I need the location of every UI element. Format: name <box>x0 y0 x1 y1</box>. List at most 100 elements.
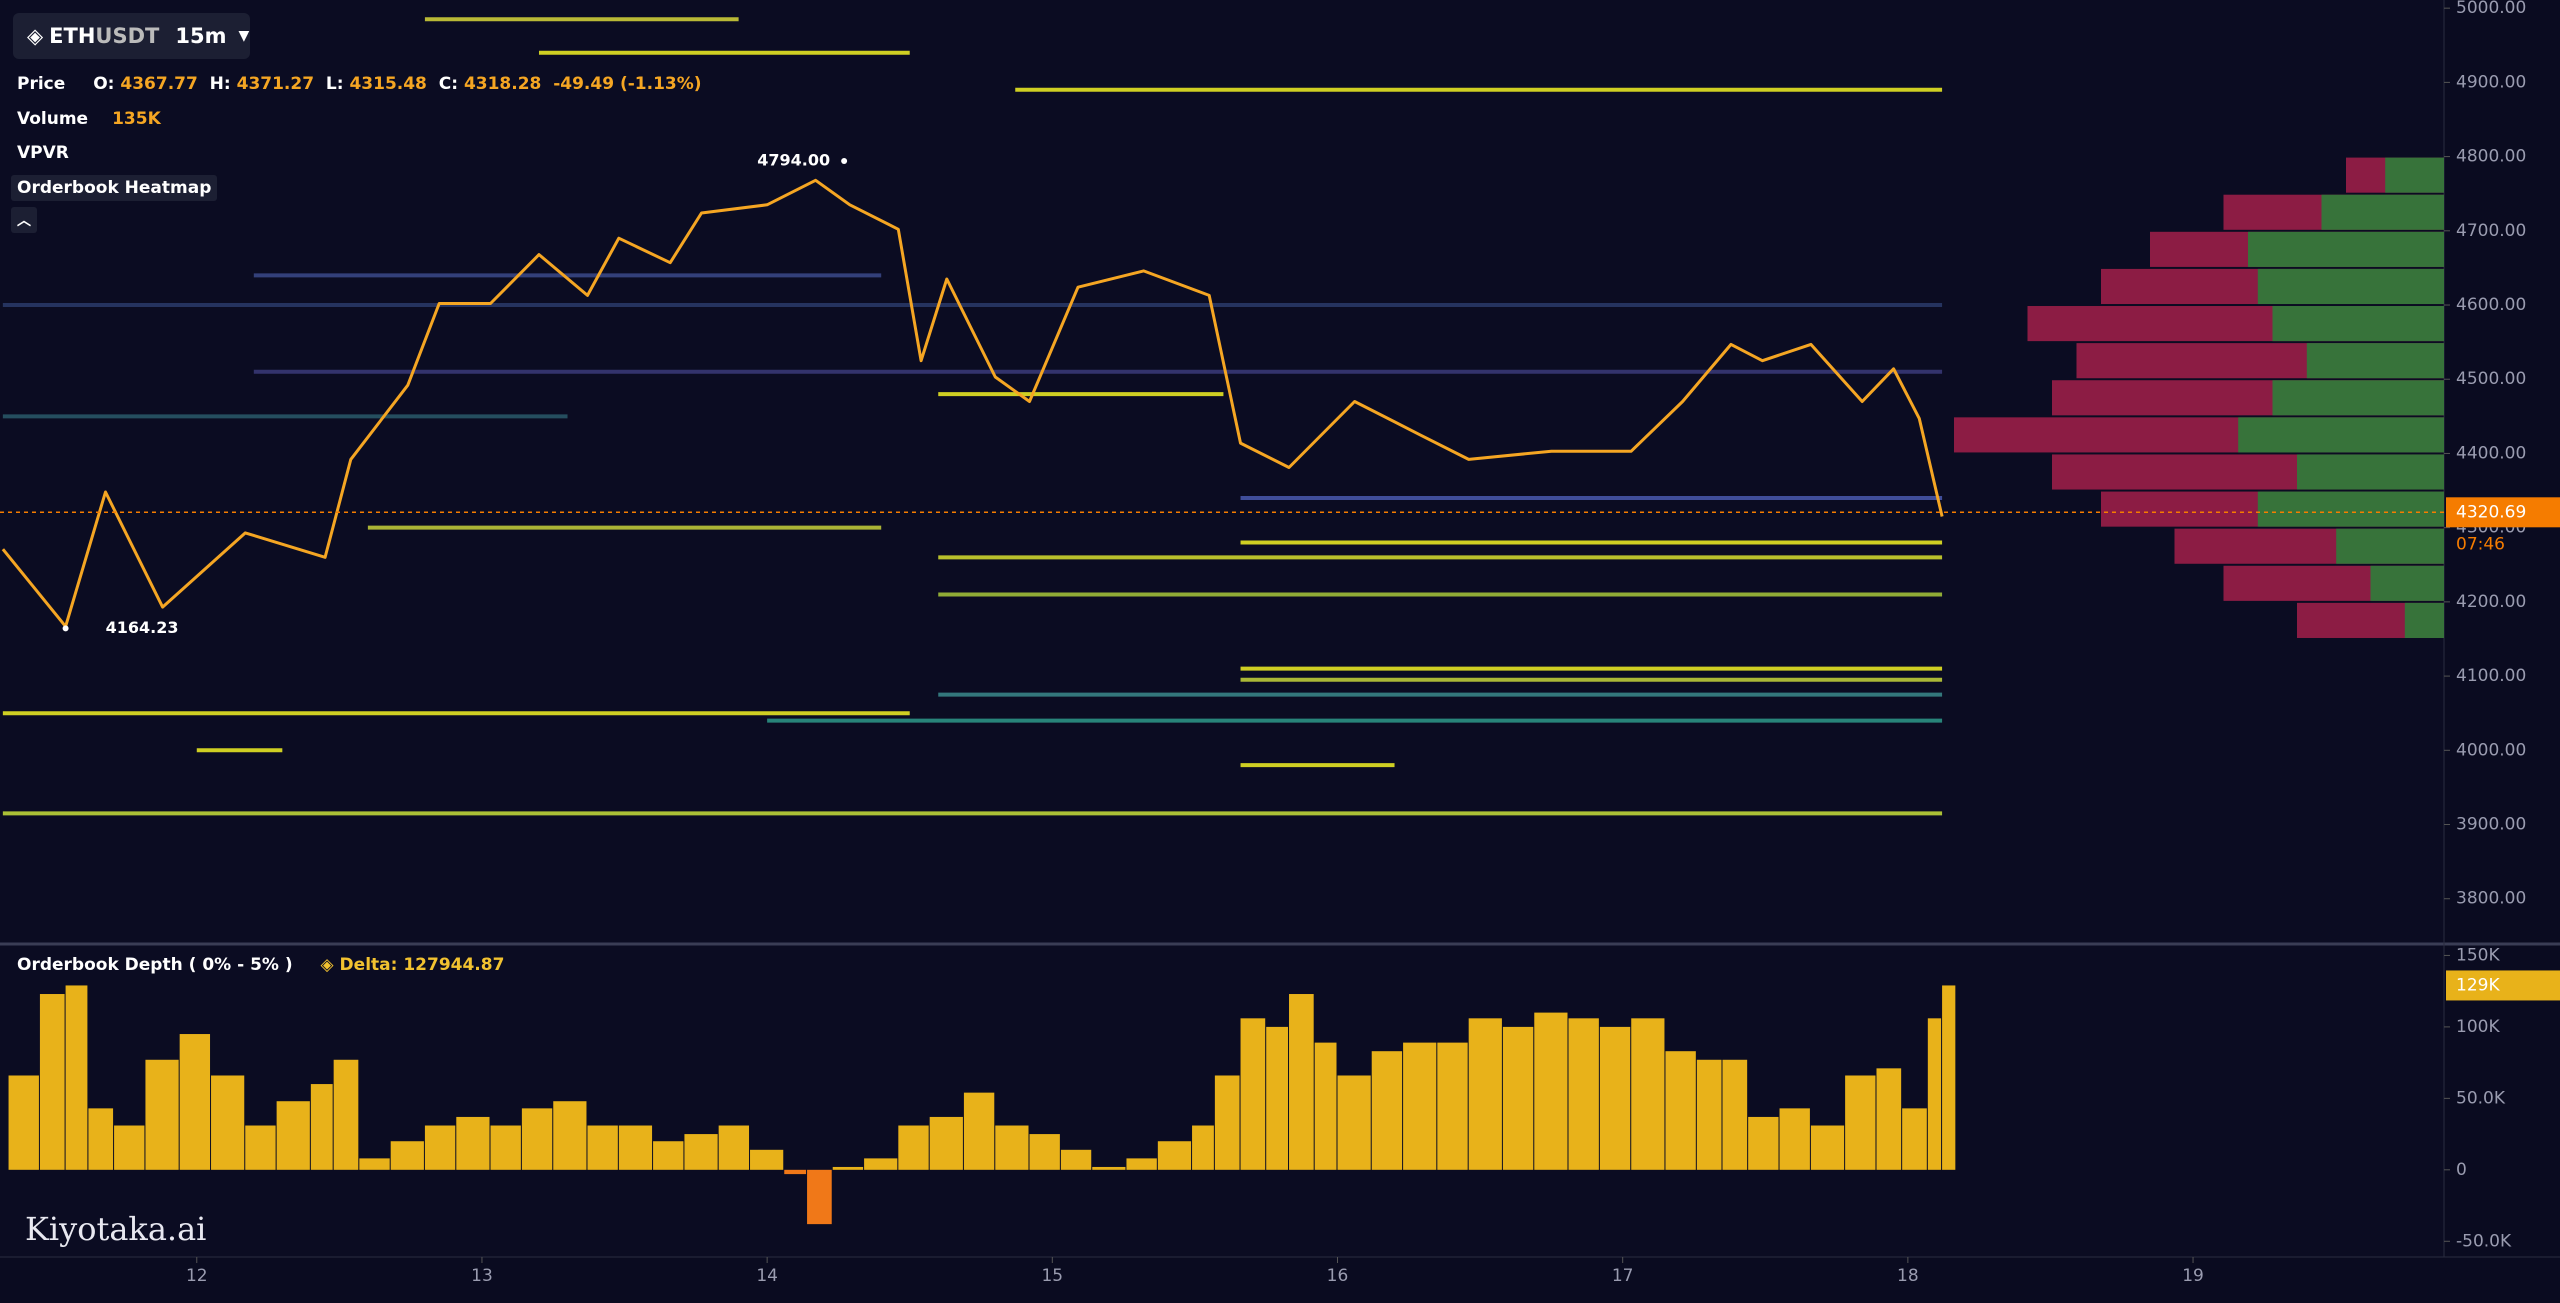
depth-bar <box>359 1158 390 1170</box>
depth-bar <box>784 1169 807 1175</box>
depth-bar <box>65 985 88 1170</box>
depth-bar <box>1568 1018 1599 1170</box>
heatmap-legend: Orderbook Heatmap <box>11 175 218 201</box>
x-tick-label: 13 <box>471 1266 493 1286</box>
depth-bar <box>276 1101 310 1170</box>
depth-bar <box>1371 1051 1403 1170</box>
depth-bar <box>1314 1042 1337 1170</box>
legend-change: -49.49 (-1.13%) <box>553 74 702 94</box>
depth-bar <box>333 1059 359 1170</box>
y-tick-label: 0 <box>2456 1160 2467 1180</box>
depth-bar <box>618 1125 653 1170</box>
vpvr-buy <box>2272 306 2444 342</box>
annotation-label: 4794.00 <box>757 151 830 170</box>
price-line <box>1 178 1944 628</box>
depth-bar <box>553 1101 587 1170</box>
legend-key: L: <box>325 74 344 94</box>
depth-bar <box>1060 1149 1092 1170</box>
y-tick-label: 4600.00 <box>2456 295 2526 315</box>
depth-bar <box>424 1125 456 1170</box>
depth-bar <box>1214 1075 1240 1170</box>
depth-bar <box>1403 1042 1437 1170</box>
depth-bar <box>1876 1068 1902 1170</box>
legend-label: Price <box>17 74 66 94</box>
countdown: 07:46 <box>2456 534 2505 554</box>
legend-value: 4367.77 <box>120 74 198 94</box>
depth-bar <box>1289 994 1314 1170</box>
y-tick-label: 4500.00 <box>2456 369 2526 389</box>
legend-value: 4315.48 <box>349 74 427 94</box>
vpvr-buy <box>2248 231 2444 267</box>
depth-bar <box>145 1059 179 1170</box>
depth-bar <box>8 1075 39 1170</box>
price-pane <box>0 0 2444 944</box>
vpvr-buy <box>2297 454 2444 490</box>
legend-key: C: <box>438 74 459 94</box>
depth-bar <box>864 1158 898 1170</box>
x-tick-label: 19 <box>2182 1266 2204 1286</box>
depth-bar <box>310 1084 333 1170</box>
vpvr-buy <box>2257 491 2444 527</box>
legend-value: 4318.28 <box>463 74 542 94</box>
depth-bar <box>1722 1059 1748 1170</box>
delta-label: ◈ Delta: 127944.87 <box>320 955 505 975</box>
vpvr-buy <box>2336 528 2444 564</box>
depth-bar <box>1779 1108 1810 1170</box>
vpvr-buy <box>2370 565 2444 601</box>
vpvr-buy <box>2306 343 2444 379</box>
legend-label: Volume <box>17 109 89 129</box>
price-legend: Price O: 4367.77 H: 4371.27 L: 4315.48 C… <box>17 74 702 94</box>
y-tick-label: -50.0K <box>2456 1231 2512 1251</box>
depth-bar <box>1665 1051 1696 1170</box>
vpvr-buy <box>2404 602 2444 638</box>
last-value-label: 129K <box>2456 975 2500 995</box>
vpvr-legend: VPVR <box>17 143 69 163</box>
y-tick-label: 4400.00 <box>2456 443 2526 463</box>
legend-value: 135K <box>112 109 161 129</box>
y-tick-label: 4800.00 <box>2456 147 2526 167</box>
legend-value: 4371.27 <box>236 74 315 94</box>
last-value-box <box>2446 970 2560 1001</box>
vpvr-buy <box>2321 194 2444 230</box>
depth-bar <box>750 1149 784 1170</box>
depth-bar <box>807 1169 832 1225</box>
depth-bar <box>587 1125 618 1170</box>
depth-bar <box>1126 1158 1157 1170</box>
x-tick-label: 12 <box>186 1266 208 1286</box>
symbol-selector[interactable]: ◈ ETH USDT 15m ▼ <box>13 13 250 59</box>
depth-bar <box>1599 1026 1631 1170</box>
volume-legend: Volume 135K <box>17 109 161 129</box>
x-tick-label: 18 <box>1897 1266 1919 1286</box>
depth-bar <box>1927 1018 1942 1170</box>
depth-bar <box>1092 1166 1126 1170</box>
depth-bar <box>1534 1012 1568 1170</box>
depth-bar <box>653 1141 684 1170</box>
y-tick-label: 4000.00 <box>2456 740 2526 760</box>
x-tick-label: 14 <box>756 1266 778 1286</box>
depth-bar <box>1468 1018 1502 1170</box>
y-tick-label: 100K <box>2456 1017 2500 1037</box>
vpvr-buy <box>2257 268 2444 305</box>
depth-bar <box>1157 1141 1192 1170</box>
depth-bar <box>1942 985 1956 1170</box>
last-price-label: 4320.69 <box>2456 502 2526 522</box>
y-tick-label: 5000.00 <box>2456 0 2526 18</box>
depth-bar <box>832 1166 864 1170</box>
depth-bar <box>684 1134 718 1170</box>
vpvr-buy <box>2238 417 2444 453</box>
symbol-quote: USDT <box>95 24 160 48</box>
y-tick-label: 4900.00 <box>2456 72 2526 92</box>
depth-bar <box>1502 1026 1534 1170</box>
annotation-label: 4164.23 <box>106 618 179 637</box>
depth-bar <box>1696 1059 1722 1170</box>
depth-bar <box>1192 1125 1214 1170</box>
x-tick-label: 15 <box>1041 1266 1063 1286</box>
vpvr-buy <box>2272 380 2444 416</box>
depth-bar <box>1240 1018 1266 1170</box>
x-tick-label: 16 <box>1327 1266 1349 1286</box>
depth-bar <box>1266 1026 1289 1170</box>
collapse-button[interactable]: ︿ <box>11 207 37 233</box>
y-tick-label: 150K <box>2456 945 2500 965</box>
y-tick-label: 4100.00 <box>2456 666 2526 686</box>
